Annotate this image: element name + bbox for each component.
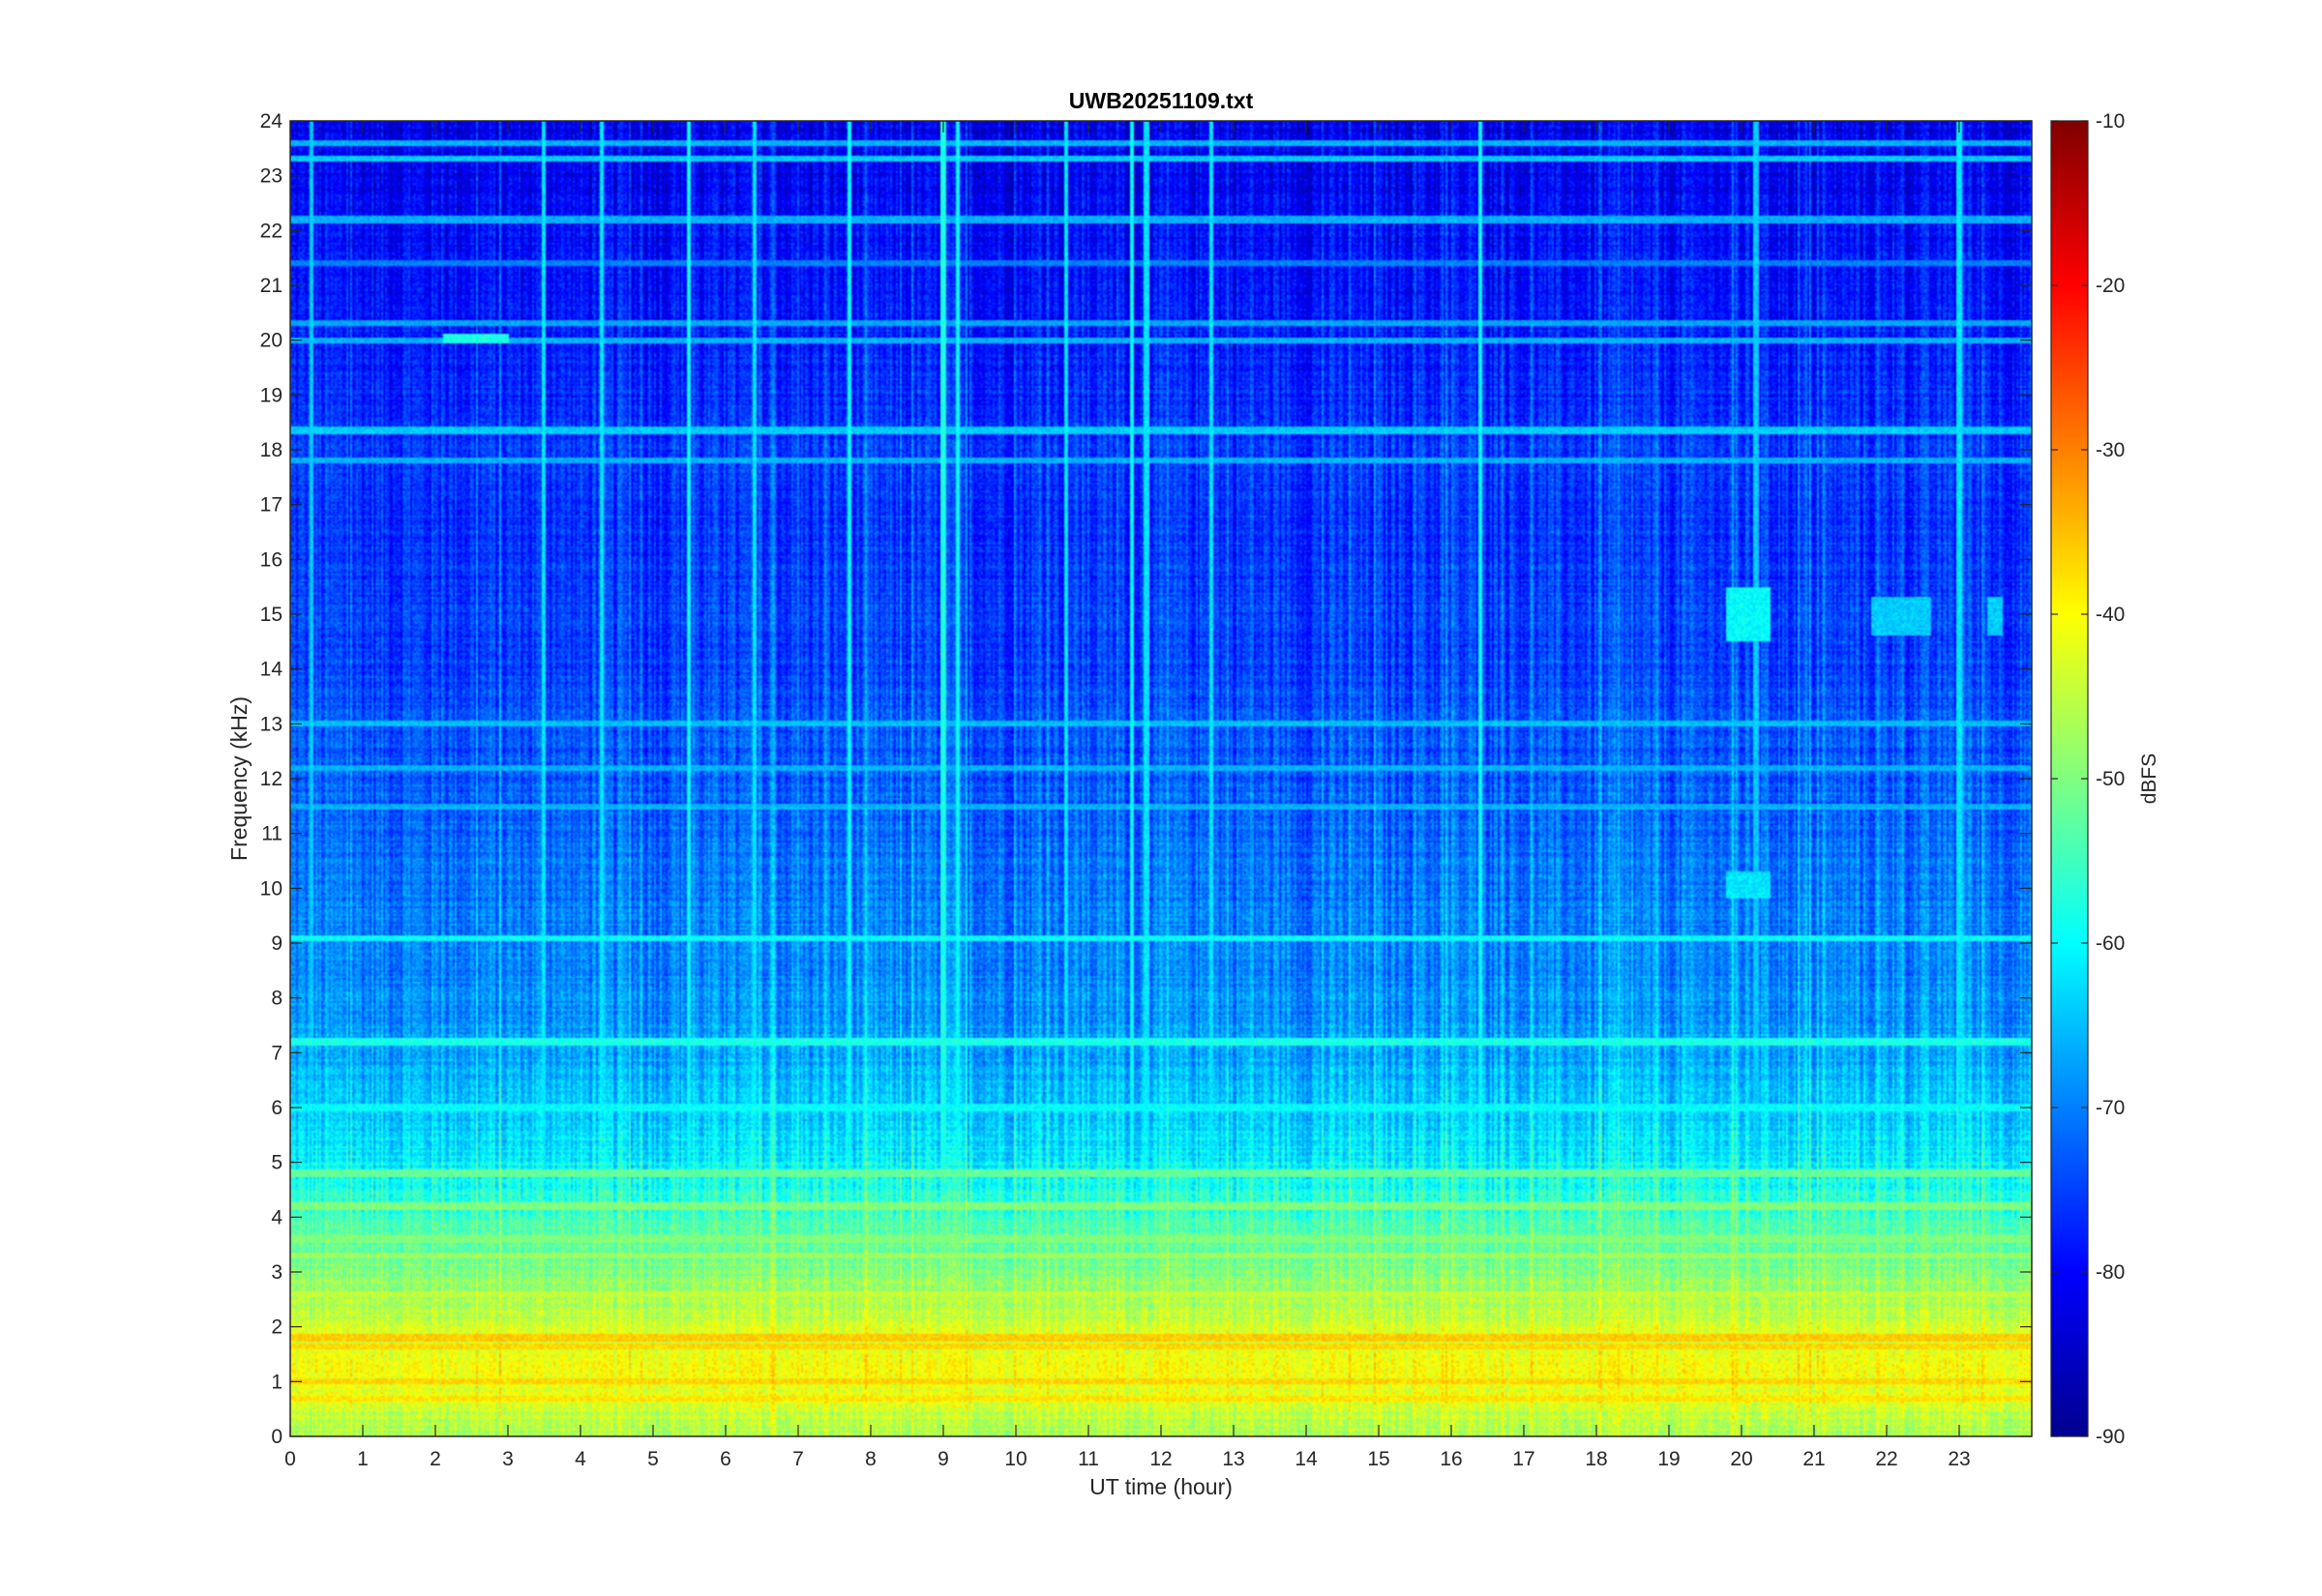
colorbar: -90 -80 -70 -60 -50 -40 -30 -20 -10 dBFS <box>2050 110 2160 1448</box>
spectrogram-image <box>290 121 2032 1436</box>
y-tick-label: 11 <box>261 823 283 845</box>
x-tick-label: 15 <box>1367 1448 1389 1470</box>
x-tick-label: 8 <box>865 1448 877 1470</box>
y-tick-label: 16 <box>260 548 283 571</box>
colorbar-tick-label: -70 <box>2096 1097 2125 1119</box>
x-tick-label: 16 <box>1440 1448 1462 1470</box>
x-tick-label: 21 <box>1802 1448 1825 1470</box>
y-tick-label: 1 <box>271 1371 283 1393</box>
y-tick-label: 9 <box>271 932 283 955</box>
y-tick-label: 0 <box>271 1426 283 1448</box>
y-tick-label: 5 <box>271 1152 283 1174</box>
chart-title: UWB20251109.txt <box>1069 88 1254 113</box>
x-tick-label: 6 <box>720 1448 731 1470</box>
x-tick-label: 7 <box>792 1448 804 1470</box>
y-tick-label: 14 <box>260 659 283 681</box>
x-tick-label: 10 <box>1004 1448 1027 1470</box>
y-tick-label: 6 <box>271 1097 283 1119</box>
x-tick-label: 2 <box>430 1448 441 1470</box>
y-tick-label: 12 <box>260 768 283 790</box>
y-tick-label: 3 <box>271 1261 283 1284</box>
x-axis-ticks: 0 1 2 3 4 5 6 7 8 9 10 11 12 13 14 15 16 17 18 19 20 21 22 23 <box>284 121 1971 1470</box>
spectrogram-plot <box>289 120 2033 1437</box>
y-tick-label: 18 <box>260 439 283 461</box>
colorbar-tick-label: -80 <box>2096 1261 2125 1284</box>
x-axis-label: UT time (hour) <box>1089 1474 1233 1499</box>
x-tick-label: 18 <box>1585 1448 1607 1470</box>
x-tick-label: 12 <box>1149 1448 1172 1470</box>
y-tick-label: 13 <box>260 713 283 735</box>
y-tick-label: 21 <box>260 275 283 297</box>
colorbar-tick-label: -90 <box>2096 1426 2125 1448</box>
colorbar-tick-label: -10 <box>2096 110 2125 133</box>
spectrogram-canvas <box>290 121 2032 1436</box>
y-tick-label: 4 <box>271 1206 283 1228</box>
colorbar-tick-label: -50 <box>2096 768 2125 790</box>
y-axis-label: Frequency (kHz) <box>226 696 252 861</box>
y-tick-label: 19 <box>260 384 283 406</box>
x-tick-label: 11 <box>1078 1448 1099 1470</box>
y-tick-label: 8 <box>271 988 283 1010</box>
colorbar-tick-label: -40 <box>2096 604 2125 626</box>
y-tick-label: 24 <box>260 110 283 133</box>
x-tick-label: 1 <box>357 1448 369 1470</box>
colorbar-tick-label: -60 <box>2096 932 2125 955</box>
x-tick-label: 17 <box>1512 1448 1534 1470</box>
colorbar-ticks: -90 -80 -70 -60 -50 -40 -30 -20 -10 <box>2051 110 2125 1448</box>
x-tick-label: 3 <box>502 1448 514 1470</box>
x-tick-label: 4 <box>575 1448 586 1470</box>
x-tick-label: 20 <box>1730 1448 1752 1470</box>
y-tick-label: 22 <box>260 220 283 242</box>
colorbar-tick-label: -30 <box>2096 439 2125 461</box>
y-tick-label: 20 <box>260 330 283 352</box>
x-tick-label: 9 <box>938 1448 949 1470</box>
y-tick-label: 7 <box>271 1042 283 1064</box>
x-tick-label: 0 <box>284 1448 296 1470</box>
y-tick-label: 17 <box>260 494 283 517</box>
y-tick-label: 10 <box>260 877 283 900</box>
colorbar-tick-label: -20 <box>2096 275 2125 297</box>
x-tick-label: 5 <box>647 1448 659 1470</box>
x-tick-label: 19 <box>1657 1448 1680 1470</box>
x-tick-label: 22 <box>1875 1448 1897 1470</box>
x-tick-label: 14 <box>1295 1448 1318 1470</box>
y-tick-label: 15 <box>260 604 283 626</box>
colorbar-label: dBFS <box>2138 754 2160 805</box>
x-tick-label: 13 <box>1222 1448 1244 1470</box>
x-tick-label: 23 <box>1948 1448 1970 1470</box>
y-tick-label: 23 <box>260 165 283 188</box>
y-tick-label: 2 <box>271 1316 283 1339</box>
